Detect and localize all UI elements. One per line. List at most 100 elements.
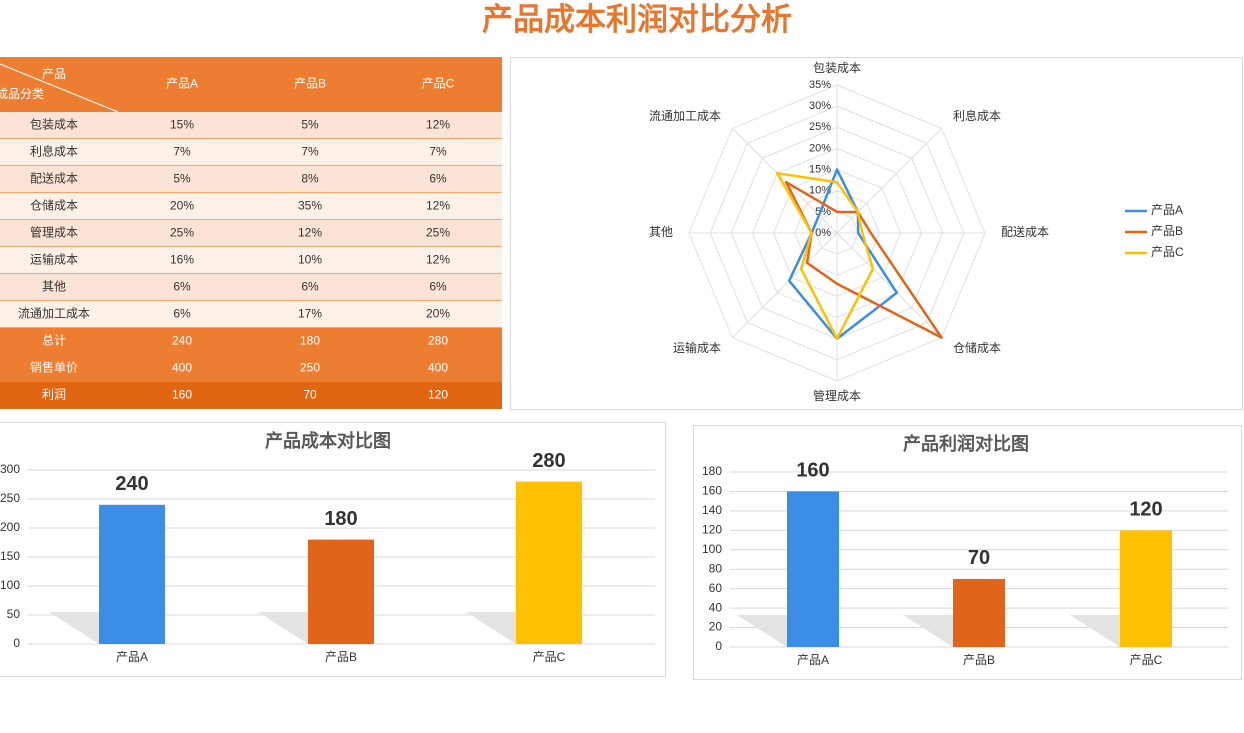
table-cell: 280 [428, 334, 448, 348]
y-tick-label: 250 [0, 491, 20, 505]
data-label: 280 [532, 450, 565, 472]
table-row-bg [0, 220, 502, 247]
column-header: 产品A [166, 77, 198, 91]
y-tick-label: 60 [709, 581, 723, 595]
y-tick-label: 300 [0, 462, 20, 476]
y-tick-label: 160 [702, 484, 722, 498]
table-cell: 400 [172, 361, 192, 375]
r-tick-label: 0% [815, 227, 831, 239]
r-tick-label: 35% [809, 79, 831, 91]
table-cell: 20% [170, 199, 194, 213]
table-row-bg [0, 328, 502, 355]
column-header: 产品C [422, 77, 455, 91]
table-cell: 6% [429, 280, 447, 294]
chart-title: 产品成本对比图 [265, 430, 391, 451]
table-cell: 70 [303, 388, 317, 402]
table-cell: 400 [428, 361, 448, 375]
legend-label: 产品A [1151, 203, 1183, 217]
bar-shadow [466, 612, 516, 644]
data-label: 160 [796, 460, 829, 482]
table-cell: 5% [173, 172, 191, 186]
table-row-bg [0, 112, 502, 139]
category-label: 配送成本 [1001, 224, 1049, 239]
r-tick-label: 15% [809, 163, 831, 175]
table-cell: 12% [426, 253, 450, 267]
table-cell: 12% [426, 199, 450, 213]
x-tick-label: 产品C [1130, 653, 1163, 667]
row-label: 利润 [42, 388, 66, 402]
bar-shadow [49, 612, 99, 644]
table-cell: 6% [173, 307, 191, 321]
table-cell: 12% [298, 226, 322, 240]
table-cell: 12% [426, 118, 450, 132]
data-label: 240 [115, 473, 148, 495]
table-cell: 25% [170, 226, 194, 240]
category-label: 其他 [649, 225, 673, 239]
table-cell: 5% [301, 118, 319, 132]
data-label: 180 [324, 508, 357, 530]
table-cell: 6% [301, 280, 319, 294]
table-cell: 35% [298, 199, 322, 213]
row-label: 总计 [42, 334, 66, 348]
bar [516, 481, 582, 644]
row-label: 其他 [42, 280, 66, 294]
table-cell: 25% [426, 226, 450, 240]
spoke [836, 127, 943, 234]
table-cell: 16% [170, 253, 194, 267]
spoke [836, 232, 943, 339]
radar-line [784, 180, 943, 339]
table-row-bg [0, 247, 502, 274]
table-cell: 7% [429, 145, 447, 159]
y-tick-label: 120 [702, 523, 722, 537]
table-row-bg [0, 193, 502, 220]
table-cell: 6% [173, 280, 191, 294]
page-title: 产品成本利润对比分析 [482, 2, 792, 37]
y-tick-label: 50 [7, 607, 21, 621]
y-tick-label: 100 [702, 542, 722, 556]
profit-chart-panel [693, 425, 1242, 680]
bar [308, 539, 374, 644]
x-tick-label: 产品A [116, 650, 148, 664]
category-label: 仓储成本 [953, 340, 1001, 355]
row-label: 配送成本 [30, 171, 78, 186]
bar-shadow [258, 612, 308, 644]
row-label: 仓储成本 [30, 198, 78, 213]
row-label: 销售单价 [30, 360, 78, 375]
category-label: 利息成本 [953, 108, 1001, 123]
radar-panel [510, 57, 1243, 410]
y-tick-label: 80 [709, 561, 723, 575]
row-label: 包装成本 [30, 118, 78, 132]
y-tick-label: 180 [702, 464, 722, 478]
table-row-bg [0, 355, 502, 382]
x-tick-label: 产品C [533, 650, 566, 664]
table-cell: 10% [298, 253, 322, 267]
corner-bottom: 成品分类 [0, 87, 44, 101]
table-cell: 6% [429, 172, 447, 186]
data-label: 120 [1129, 499, 1162, 521]
row-label: 管理成本 [30, 225, 78, 240]
r-tick-label: 10% [809, 185, 831, 197]
table-cell: 7% [301, 145, 319, 159]
y-tick-label: 0 [715, 639, 722, 653]
row-label: 利息成本 [30, 144, 78, 159]
table-cell: 250 [300, 361, 320, 375]
table-cell: 17% [298, 307, 322, 321]
x-tick-label: 产品A [797, 653, 829, 667]
category-label: 运输成本 [673, 340, 721, 355]
table-header-bg [0, 57, 502, 112]
category-label: 包装成本 [813, 61, 861, 75]
table-cell: 120 [428, 388, 448, 402]
table-cell: 240 [172, 334, 192, 348]
r-tick-label: 20% [809, 142, 831, 154]
spoke [731, 232, 838, 339]
cost-chart-panel [0, 422, 666, 677]
y-tick-label: 200 [0, 520, 20, 534]
corner-top: 产品 [42, 67, 66, 81]
table-row-bg [0, 274, 502, 301]
bar-shadow [903, 615, 953, 647]
radar-line [775, 171, 875, 340]
category-label: 流通加工成本 [649, 109, 721, 123]
legend-label: 产品C [1151, 245, 1184, 259]
table-cell: 180 [300, 334, 320, 348]
